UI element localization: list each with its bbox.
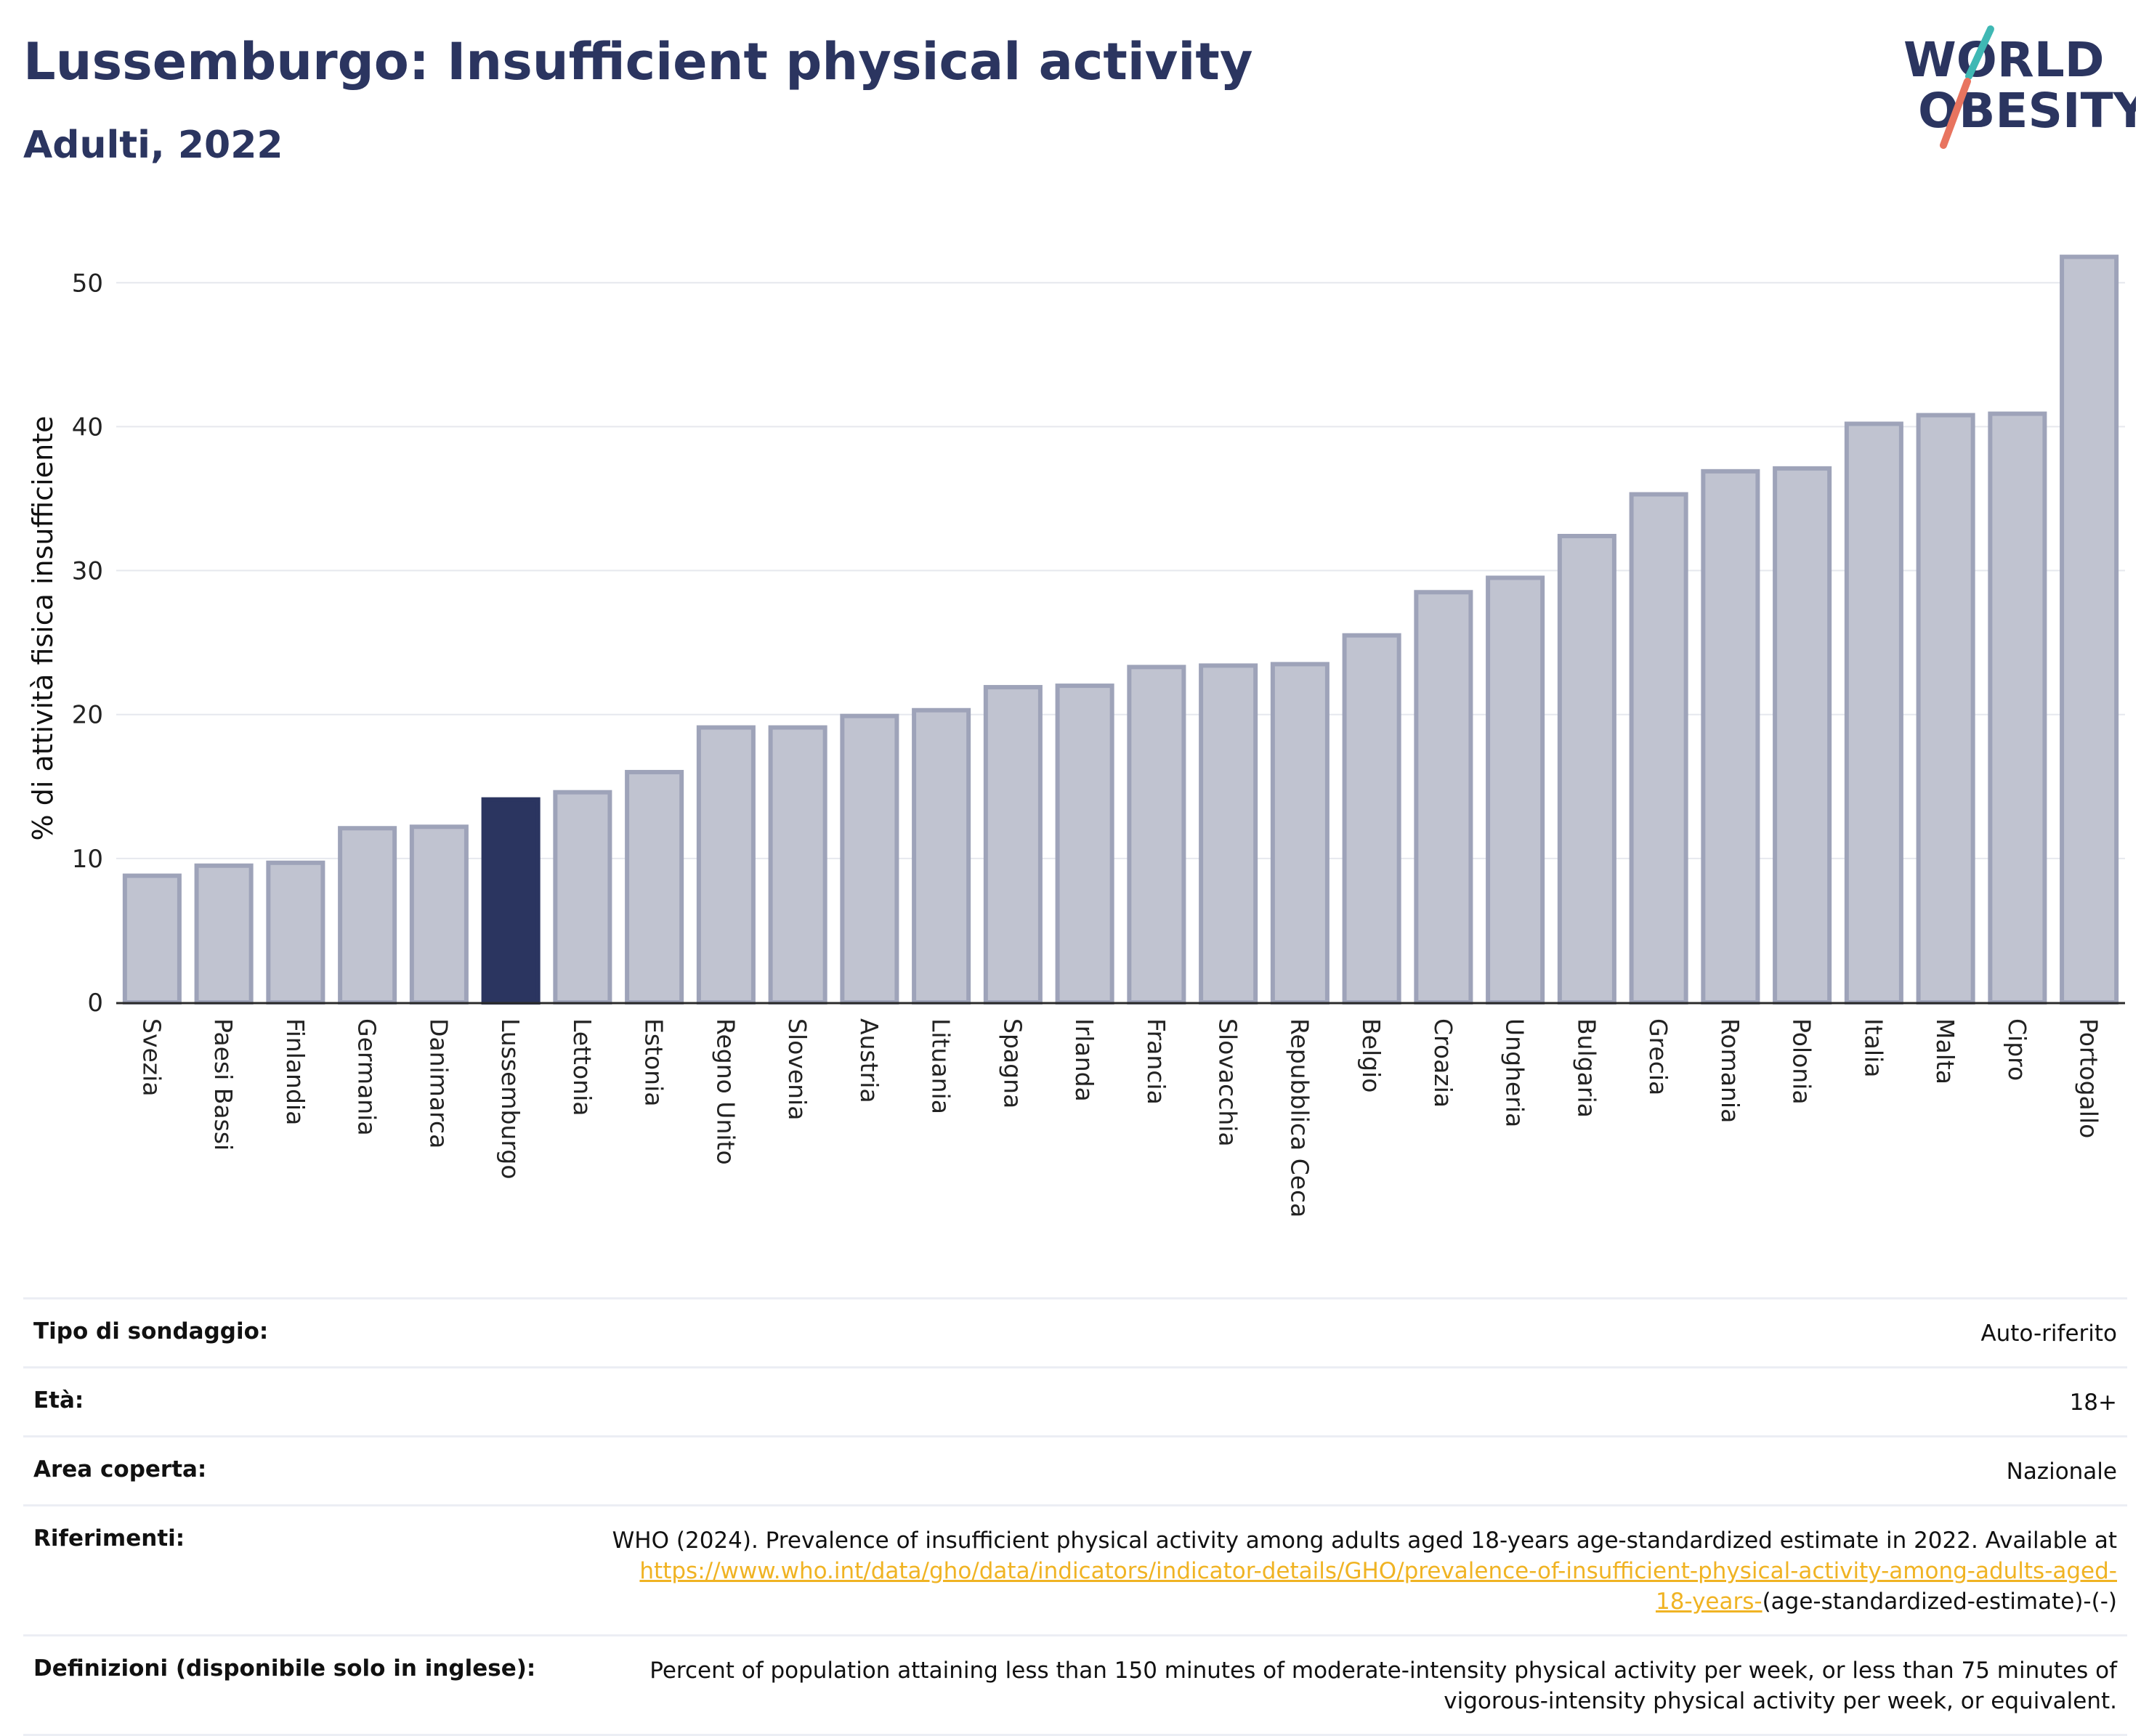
bar-finlandia[interactable] [266,860,325,1005]
bar-svezia[interactable] [122,873,182,1005]
bar-slovacchia[interactable] [1199,663,1258,1005]
x-tick-label: Bulgaria [1572,1018,1600,1118]
y-tick-label: 30 [72,557,103,586]
x-tick-label: Regno Unito [711,1018,740,1165]
area-value: Nazionale [2006,1459,2117,1485]
age-label: Età: [33,1387,84,1413]
info-table: Tipo di sondaggio: Auto-riferito Età: 18… [23,1297,2127,1736]
info-row-age: Età: 18+ [23,1366,2127,1435]
bar-polonia[interactable] [1773,466,1832,1005]
references-value: WHO (2024). Prevalence of insufficient p… [612,1525,2117,1617]
x-tick-label: Belgio [1357,1018,1385,1092]
x-tick-label: Grecia [1644,1018,1672,1095]
x-tick-label: Slovacchia [1214,1018,1242,1147]
x-tick-label: Malta [1931,1018,1959,1084]
references-link-cont[interactable]: 18-years- [1655,1589,1762,1615]
x-tick-label: Danimarca [424,1018,453,1148]
x-tick-label: Croazia [1429,1018,1457,1108]
y-tick-label: 10 [72,845,103,874]
bar-estonia[interactable] [625,769,684,1005]
y-tick-label: 40 [72,413,103,442]
bar-repubblica-ceca[interactable] [1270,662,1330,1005]
logo-slash-bottom [1940,78,1971,149]
x-tick-label: Ungheria [1501,1018,1529,1127]
logo-line1: WORLD [1903,32,2105,88]
x-tick-label: Estonia [640,1018,668,1106]
survey-type-value: Auto-riferito [1980,1321,2117,1347]
y-tick-labels: 0 10 20 30 40 50 [72,269,103,1018]
bar-austria[interactable] [840,713,899,1005]
bar-spagna[interactable] [983,685,1043,1005]
x-tick-label: Repubblica Ceca [1285,1018,1314,1217]
x-tick-label: Austria [855,1018,883,1103]
references-text-after: (age-standardized-estimate)-(-) [1762,1589,2117,1615]
x-tick-label: Portogallo [2075,1018,2103,1138]
bar-ungheria[interactable] [1486,575,1545,1005]
bar-belgio[interactable] [1342,633,1401,1005]
x-tick-label: Polonia [1788,1018,1816,1105]
references-link[interactable]: https://www.who.int/data/gho/data/indica… [639,1558,2117,1584]
y-tick-label: 20 [72,701,103,730]
world-obesity-logo: WORLD OBESITY [1903,25,2136,149]
x-tick-label: Spagna [998,1018,1027,1108]
logo-slash-top [1965,25,1994,80]
x-tick-label: Lussemburgo [496,1018,525,1180]
bar-lettonia[interactable] [553,790,612,1005]
x-tick-label: Italia [1859,1018,1887,1077]
x-tick-label: Cipro [2003,1018,2031,1081]
x-tick-label: Lituania [927,1018,955,1114]
bar-lituania[interactable] [912,707,971,1005]
info-row-survey-type: Tipo di sondaggio: Auto-riferito [23,1297,2127,1366]
page-title: Lussemburgo: Insufficient physical activ… [23,32,1253,92]
x-tick-label: Francia [1142,1018,1170,1105]
bar-germania[interactable] [338,826,397,1005]
definitions-line2: vigorous-intensity physical activity per… [1444,1688,2117,1714]
page-subtitle: Adulti, 2022 [23,123,283,167]
y-tick-label: 0 [87,989,103,1018]
bar-danimarca[interactable] [409,824,469,1005]
x-tick-label: Romania [1716,1018,1744,1123]
bar-lussemburgo[interactable] [481,797,541,1005]
definitions-value: Percent of population attaining less tha… [649,1655,2117,1716]
x-tick-label: Paesi Bassi [209,1018,238,1151]
bar-francia[interactable] [1127,665,1186,1005]
x-tick-label: Svezia [137,1018,166,1097]
x-tick-labels: Svezia Paesi Bassi Finlandia Germania Danima… [137,1018,2103,1217]
info-row-area: Area coperta: Nazionale [23,1435,2127,1504]
references-text: WHO (2024). Prevalence of insufficient p… [612,1528,2117,1554]
bar-irlanda[interactable] [1055,684,1114,1005]
references-label: Riferimenti: [33,1525,185,1552]
bar-grecia[interactable] [1629,492,1688,1005]
info-row-references: Riferimenti: WHO (2024). Prevalence of i… [23,1504,2127,1634]
definitions-line1: Percent of population attaining less tha… [649,1658,2117,1684]
bar-malta[interactable] [1916,413,1975,1005]
y-axis-label: % di attività fisica insufficiente [27,416,59,841]
bar-portogallo[interactable] [2060,254,2119,1005]
bar-romania[interactable] [1701,469,1760,1005]
info-row-definitions: Definizioni (disponibile solo in inglese… [23,1634,2127,1736]
bar-regno-unito[interactable] [696,725,756,1005]
age-value: 18+ [2069,1390,2117,1416]
bar-italia[interactable] [1844,421,1903,1005]
x-tick-label: Germania [353,1018,381,1136]
definitions-label: Definizioni (disponibile solo in inglese… [33,1655,536,1682]
bars [122,254,2119,1005]
x-tick-label: Lettonia [568,1018,596,1116]
area-label: Area coperta: [33,1456,207,1483]
y-tick-label: 50 [72,269,103,298]
bar-bulgaria[interactable] [1557,534,1616,1005]
bar-cipro[interactable] [1988,411,2047,1005]
x-tick-label: Slovenia [783,1018,812,1120]
x-tick-label: Finlandia [281,1018,309,1125]
bar-slovenia[interactable] [768,725,827,1005]
bar-chart: 0 10 20 30 40 50 Svezia Paesi Bassi Finlandia Ge… [27,254,2125,1217]
bar-croazia[interactable] [1414,590,1473,1005]
survey-type-label: Tipo di sondaggio: [33,1318,269,1344]
bar-paesi-bassi[interactable] [194,863,254,1005]
x-tick-label: Irlanda [1070,1018,1098,1102]
